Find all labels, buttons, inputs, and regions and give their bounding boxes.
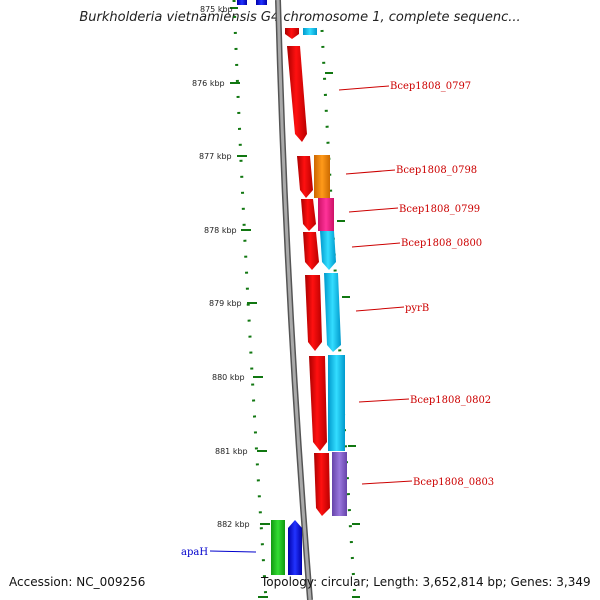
partial-gene-cyan[interactable] [303, 28, 317, 35]
tick-label-882: 882 kbp [217, 520, 250, 529]
tick-label-878: 878 kbp [204, 226, 237, 235]
gene-label-0802[interactable]: Bcep1808_0802 [410, 395, 491, 406]
outer-genes [314, 155, 347, 516]
gene-label-0797[interactable]: Bcep1808_0797 [390, 81, 471, 92]
label-leaders [209, 85, 413, 553]
gene-arrow-inner-0799[interactable] [301, 199, 316, 231]
gene-arrow-inner-0802[interactable] [309, 356, 327, 451]
gene-0803[interactable] [332, 452, 347, 516]
gene-pyrB[interactable] [324, 273, 341, 352]
tick-label-876: 876 kbp [192, 79, 225, 88]
gene-arrow-inner-0798[interactable] [297, 156, 313, 198]
partial-gene-blue-2[interactable] [256, 0, 267, 5]
partial-gene-red[interactable] [285, 28, 299, 39]
gene-label-0800[interactable]: Bcep1808_0800 [401, 238, 482, 249]
gene-0798[interactable] [314, 155, 330, 198]
tick-label-879: 879 kbp [209, 299, 242, 308]
gene-0802[interactable] [328, 355, 345, 451]
forward-strand-genes [287, 46, 330, 516]
tick-label-875: 875 kbp [200, 5, 233, 14]
gene-label-0799[interactable]: Bcep1808_0799 [399, 204, 480, 215]
kbp-ticks: 875 kbp 876 kbp 877 kbp 878 kbp 879 kbp … [192, 5, 360, 598]
gene-arrow-inner-0800[interactable] [303, 232, 319, 270]
map-title: Burkholderia vietnamiensis G4 chromosome… [79, 10, 521, 25]
gene-apaH[interactable] [288, 520, 302, 575]
partial-gene-blue[interactable] [237, 0, 247, 5]
gene-arrow-inner-pyrB[interactable] [305, 275, 322, 351]
gene-arrow-inner-0803[interactable] [314, 453, 330, 516]
gene-label-apaH[interactable]: apaH [181, 547, 208, 558]
accession-info: Accession: NC_009256 [9, 575, 146, 589]
gene-label-0803[interactable]: Bcep1808_0803 [413, 477, 494, 488]
topology-summary: Topology: circular; Length: 3,652,814 bp… [261, 575, 591, 589]
gene-0799[interactable] [318, 198, 334, 231]
tick-label-880: 880 kbp [212, 373, 245, 382]
gene-label-pyrB[interactable]: pyrB [405, 303, 429, 314]
tick-label-881: 881 kbp [215, 447, 248, 456]
gene-green[interactable] [271, 520, 285, 575]
gene-arrow-0797[interactable] [287, 46, 307, 142]
gene-label-0798[interactable]: Bcep1808_0798 [396, 165, 477, 176]
gene-0800[interactable] [320, 231, 336, 270]
tick-label-877: 877 kbp [199, 152, 232, 161]
